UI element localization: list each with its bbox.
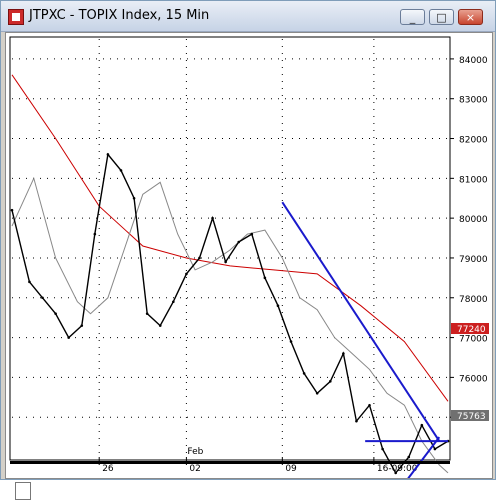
price-point: [145, 312, 149, 315]
x-tick-label: 16-09:00: [377, 464, 418, 474]
price-point: [28, 280, 31, 284]
minimize-button[interactable]: _: [400, 9, 425, 25]
price-point: [433, 447, 437, 451]
y-tick-label: 83000: [459, 96, 488, 106]
y-tick-label: 80000: [459, 215, 488, 225]
x-tick-label: 02: [189, 464, 200, 474]
maximize-button[interactable]: □: [429, 9, 454, 25]
window-title: JTPXC - TOPIX Index, 15 Min: [29, 8, 210, 23]
price-point: [394, 471, 397, 475]
series-line-long-moving-average: [11, 74, 449, 402]
price-point: [381, 447, 384, 451]
price-point: [119, 169, 123, 172]
price-point: [172, 300, 175, 304]
series-line-price: [11, 152, 449, 475]
price-point: [224, 260, 227, 264]
chart-area[interactable]: 84000 83000 82000 81000 80000 79000 78000 77000…: [5, 32, 493, 500]
price-point: [342, 352, 345, 355]
price-point: [302, 372, 306, 375]
price-point: [158, 324, 162, 327]
close-button[interactable]: ×: [458, 9, 483, 25]
ma-value-label: 77240: [457, 325, 486, 335]
price-point: [106, 153, 110, 156]
y-tick-label: 76000: [459, 374, 488, 384]
y-tick-label: 78000: [459, 295, 488, 305]
time-scroll-track[interactable]: [10, 461, 450, 464]
y-tick-label: 77000: [459, 335, 488, 345]
price-point: [315, 392, 319, 395]
app-icon: [8, 9, 24, 25]
x-tick-label: 26: [102, 464, 114, 474]
price-point: [407, 455, 411, 459]
title-bar[interactable]: JTPXC - TOPIX Index, 15 Min _ □ ×: [1, 1, 495, 32]
price-point: [420, 423, 424, 427]
last-price-label: 75763: [457, 412, 486, 422]
y-tick-label: 79000: [459, 255, 488, 265]
price-point: [289, 340, 293, 343]
price-point: [276, 304, 280, 308]
last-price-tag: 75763: [451, 410, 489, 422]
price-point: [67, 336, 70, 339]
y-tick-label: 81000: [459, 175, 488, 185]
trendline-1[interactable]: [281, 201, 441, 442]
price-point: [250, 232, 254, 236]
scroll-thumb[interactable]: [15, 482, 31, 500]
price-point: [263, 276, 267, 280]
price-chart[interactable]: 84000 83000 82000 81000 80000 79000 78000 77000…: [6, 33, 492, 500]
price-point: [185, 272, 188, 276]
price-point: [368, 403, 371, 407]
price-point: [93, 232, 97, 236]
price-point: [132, 196, 136, 200]
x-top-label: Feb: [187, 447, 203, 457]
price-point: [41, 296, 44, 300]
price-point: [198, 256, 201, 260]
price-point: [10, 208, 14, 212]
price-point: [328, 380, 332, 383]
y-tick-label: 82000: [459, 136, 488, 146]
x-tick-label: 09: [285, 464, 297, 474]
price-point: [237, 240, 241, 244]
plot-frame: [9, 36, 451, 461]
price-point: [80, 324, 84, 327]
price-point: [54, 312, 57, 315]
y-axis: 84000 83000 82000 81000 80000 79000 78000 77000…: [450, 56, 488, 424]
y-tick-label: 84000: [459, 56, 488, 66]
ma-value-tag: 77240: [451, 323, 489, 335]
price-point: [355, 419, 358, 423]
price-point: [211, 216, 214, 220]
